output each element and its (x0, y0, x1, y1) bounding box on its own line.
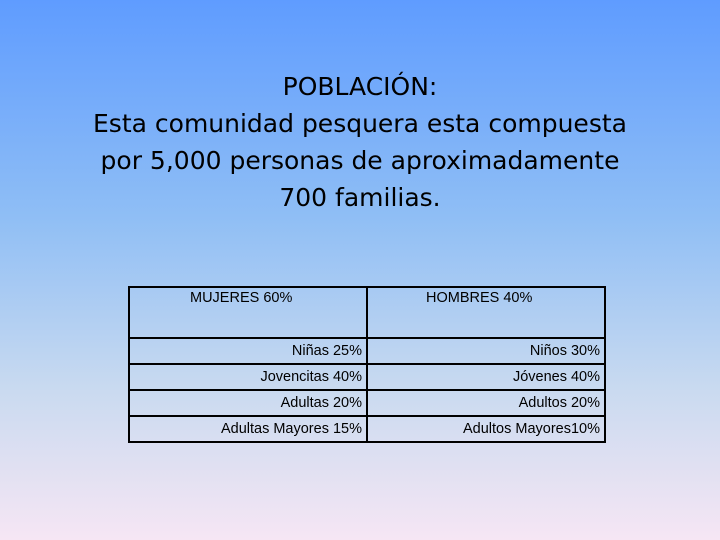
title-line: por 5,000 personas de aproximadamente (100, 146, 620, 175)
cell-women: Adultas Mayores 15% (128, 415, 368, 443)
table-row: Niñas 25% Niños 30% (128, 337, 606, 365)
slide-title: POBLACIÓN: Esta comunidad pesquera esta … (40, 68, 680, 216)
table-row: Jovencitas 40% Jóvenes 40% (128, 363, 606, 391)
cell-women: Niñas 25% (128, 337, 368, 365)
title-line: POBLACIÓN: (282, 72, 438, 101)
title-line: Esta comunidad pesquera esta compuesta (93, 109, 627, 138)
cell-women: Jovencitas 40% (128, 363, 368, 391)
cell-women: Adultas 20% (128, 389, 368, 417)
header-women: MUJERES 60% (128, 286, 368, 339)
cell-men: Adultos Mayores10% (366, 415, 606, 443)
table-row: Adultas Mayores 15% Adultos Mayores10% (128, 415, 606, 443)
cell-men: Niños 30% (366, 337, 606, 365)
cell-men: Jóvenes 40% (366, 363, 606, 391)
title-line: 700 familias. (279, 183, 441, 212)
table-header-row: MUJERES 60% HOMBRES 40% (128, 286, 606, 339)
population-table: MUJERES 60% HOMBRES 40% Niñas 25% Niños … (128, 286, 606, 443)
table-row: Adultas 20% Adultos 20% (128, 389, 606, 417)
header-men: HOMBRES 40% (366, 286, 606, 339)
cell-men: Adultos 20% (366, 389, 606, 417)
